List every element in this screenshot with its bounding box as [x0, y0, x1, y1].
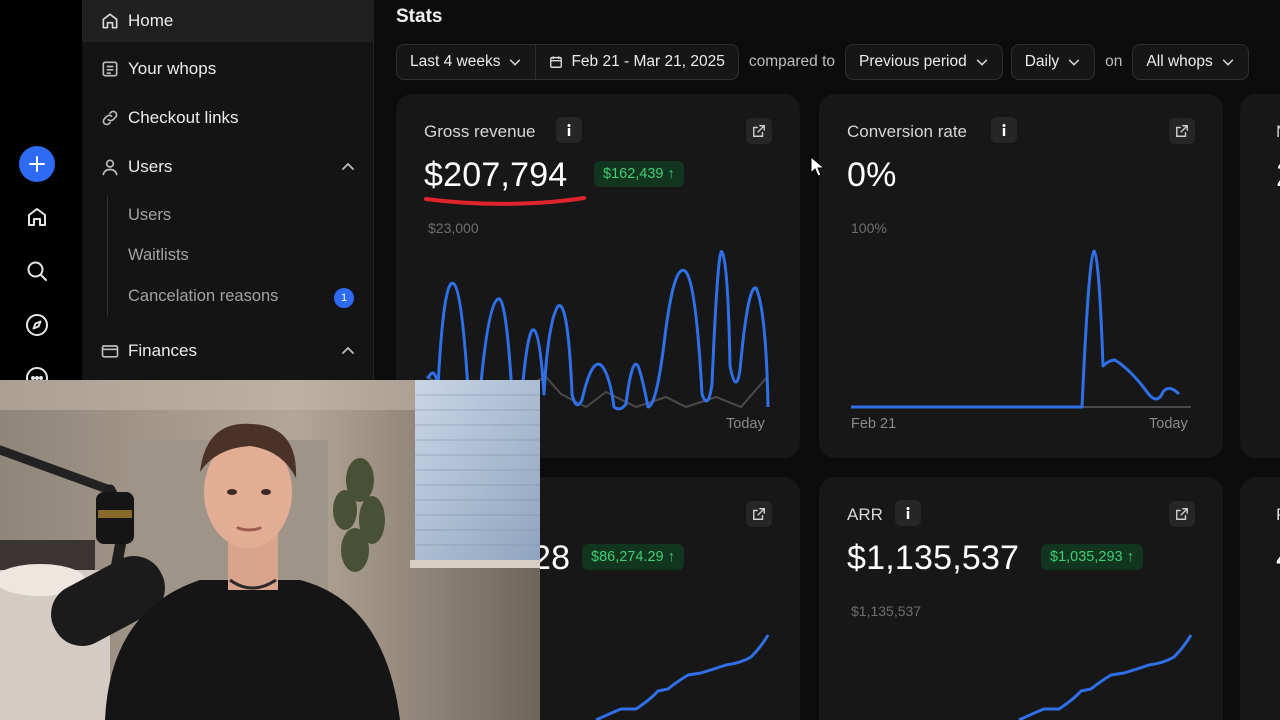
info-icon[interactable] — [556, 117, 582, 143]
info-icon[interactable] — [895, 500, 921, 526]
info-icon[interactable] — [991, 117, 1017, 143]
main-content: Stats Last 4 weeks Feb 21 - Mar 21, 2025… — [374, 0, 1280, 720]
axis-end-label: Today — [1149, 416, 1188, 432]
external-link-icon[interactable] — [746, 118, 772, 144]
external-link-icon[interactable] — [1169, 118, 1195, 144]
metric-value: 4 — [1276, 539, 1280, 578]
metric-value: 2 — [1276, 156, 1280, 195]
scope-select[interactable]: All whops — [1132, 44, 1249, 80]
annotation-underline — [424, 196, 586, 206]
metric-value: $1,135,537 — [847, 539, 1020, 577]
user-icon — [100, 157, 120, 177]
axis-max-label: 100% — [851, 220, 887, 236]
delta-badge: $1,035,293 ↑ — [1041, 544, 1143, 570]
range-select-label: Last 4 weeks — [410, 53, 501, 70]
external-link-icon[interactable] — [1169, 501, 1195, 527]
webcam-overlay — [0, 380, 540, 720]
sidebar-item-home[interactable]: Home — [82, 0, 374, 42]
chevron-down-icon — [1222, 59, 1233, 66]
compared-to-label: compared to — [748, 53, 836, 70]
axis-end-label: Today — [726, 416, 765, 432]
interval-select-label: Daily — [1024, 53, 1060, 70]
sidebar-item-your-whops[interactable]: Your whops — [82, 48, 374, 90]
delta-badge: $162,439 ↑ — [594, 161, 684, 187]
revenue-line — [426, 250, 770, 411]
chevron-up-icon[interactable] — [340, 159, 356, 180]
external-link-icon[interactable] — [746, 501, 772, 527]
axis-max-label: $1,135,537 — [851, 603, 922, 619]
filter-bar: Last 4 weeks Feb 21 - Mar 21, 2025 compa… — [396, 44, 1249, 80]
sidebar-item-label: Checkout links — [128, 108, 239, 127]
submenu-divider — [107, 196, 108, 316]
sidebar-item-checkout-links[interactable]: Checkout links — [82, 97, 374, 139]
plus-icon[interactable] — [19, 146, 55, 182]
whops-icon — [100, 59, 120, 79]
compass-icon[interactable] — [19, 307, 55, 343]
notification-badge: 1 — [334, 288, 354, 308]
date-range-label: Feb 21 - Mar 21, 2025 — [571, 53, 725, 70]
conversion-rate-card[interactable]: Conversion rate 0% 100% Feb 21 Today — [819, 94, 1223, 458]
metric-value: 0% — [847, 156, 897, 194]
home-icon[interactable] — [19, 199, 55, 235]
sidebar-item-users[interactable]: Users — [82, 146, 374, 188]
arr-line — [1018, 634, 1193, 720]
mrr-line-chart — [595, 634, 770, 720]
metric-value: $207,794 — [424, 156, 568, 194]
partial-card-bottom[interactable]: P 4 — [1240, 477, 1280, 720]
interval-select[interactable]: Daily — [1010, 44, 1096, 80]
scope-select-label: All whops — [1146, 53, 1213, 70]
sidebar-item-label: Your whops — [128, 59, 217, 78]
card-title: Conversion rate — [847, 122, 968, 141]
link-icon — [100, 108, 120, 128]
chevron-down-icon — [1069, 59, 1080, 66]
card-title: Gross revenue — [424, 122, 536, 141]
card-title: N — [1276, 122, 1280, 142]
sidebar-item-label: Finances — [128, 341, 197, 360]
mouse-cursor-icon — [810, 156, 826, 177]
chevron-down-icon — [510, 59, 521, 66]
comparison-select[interactable]: Previous period — [845, 44, 1003, 80]
delta-badge: $86,274.29 ↑ — [582, 544, 684, 570]
sidebar-item-label: Home — [128, 11, 174, 30]
mrr-line — [595, 634, 770, 720]
sidebar-subitem-cancelation-reasons[interactable]: Cancelation reasons — [128, 287, 279, 305]
partial-card-top[interactable]: N 2 — [1240, 94, 1280, 458]
date-range-picker[interactable]: Feb 21 - Mar 21, 2025 — [536, 44, 739, 80]
home-icon — [100, 11, 120, 31]
page-title: Stats — [396, 6, 443, 27]
chevron-down-icon — [976, 59, 987, 66]
comparison-select-label: Previous period — [859, 53, 967, 70]
calendar-icon — [550, 56, 563, 68]
axis-start-label: Feb 21 — [851, 416, 897, 432]
conversion-line-chart — [851, 249, 1191, 409]
arr-line-chart — [1018, 634, 1193, 720]
card-title: ARR — [847, 505, 883, 524]
search-icon[interactable] — [19, 253, 55, 289]
sidebar-subitem-waitlists[interactable]: Waitlists — [128, 246, 189, 264]
conversion-line — [851, 249, 1181, 409]
sidebar-subitem-users[interactable]: Users — [128, 206, 172, 224]
arr-card[interactable]: ARR $1,135,537 $1,035,293 ↑ $1,135,537 — [819, 477, 1223, 720]
range-select[interactable]: Last 4 weeks — [396, 44, 537, 80]
chevron-up-icon[interactable] — [340, 343, 356, 364]
card-icon — [100, 341, 120, 361]
on-label: on — [1105, 53, 1123, 70]
axis-max-label: $23,000 — [428, 220, 479, 236]
card-title: P — [1276, 505, 1280, 525]
sidebar-item-finances[interactable]: Finances — [82, 330, 374, 372]
presenter-video — [0, 380, 540, 720]
sidebar-item-label: Users — [128, 157, 173, 176]
